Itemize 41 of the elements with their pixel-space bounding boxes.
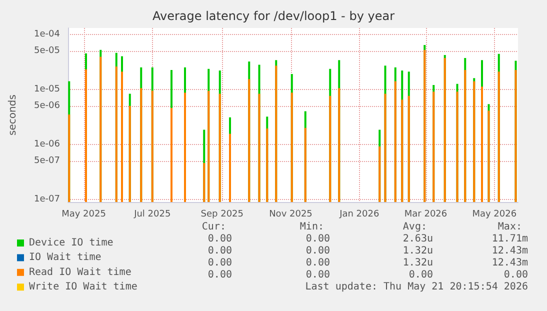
x-tick-label: Sep 2025 [200,210,244,220]
legend-label: Read IO Wait time [29,266,132,278]
text: 1.32u [402,258,433,268]
legend-label: IO Wait time [29,252,102,264]
x-tick-label: May 2026 [472,210,517,220]
y-tick-label: 5e-05 [34,46,60,56]
text: 0.00 [208,246,232,256]
text: Last update: Thu May 21 20:15:54 2026 [305,282,528,292]
legend-label: Device IO time [29,238,114,248]
text: Max: [498,222,522,232]
text: 0.00 [306,270,330,280]
y-tick-label: 5e-07 [34,156,60,166]
text: 0.00 [306,246,330,256]
text: 0.00 [208,270,232,280]
x-tick-label: Nov 2025 [269,210,312,220]
y-tick-label: 1e-06 [34,139,60,150]
text: 0.00 [408,270,433,280]
text: Min: [300,222,324,232]
text: Cur: [202,222,226,232]
x-tick-label: Mar 2026 [404,210,448,220]
text: 12.43m [492,246,528,256]
text: 0.00 [504,270,528,280]
text: 0.00 [306,258,330,268]
legend-label: Write IO Wait time [29,282,138,293]
y-tick-label: 5e-06 [34,100,60,111]
y-tick-label: 1e-05 [34,84,60,94]
text: 1.32u [402,246,433,256]
text: 12.43m [492,258,528,268]
y-axis-title: seconds [8,94,18,136]
x-tick-label: Jul 2025 [133,210,171,220]
text: 11.71m [492,234,528,244]
text: 0.00 [208,234,232,244]
text: 2.63u [402,234,433,244]
x-tick-label: May 2025 [62,210,106,220]
text: 0.00 [208,258,232,268]
y-tick-label: 1e-04 [34,29,60,40]
y-tick-label: 1e-07 [34,194,60,204]
chart-title: Average latency for /dev/loop1 - by year [152,9,395,23]
text: Avg: [402,222,427,232]
text: 0.00 [306,234,330,244]
x-tick-label: Jan 2026 [338,210,380,220]
